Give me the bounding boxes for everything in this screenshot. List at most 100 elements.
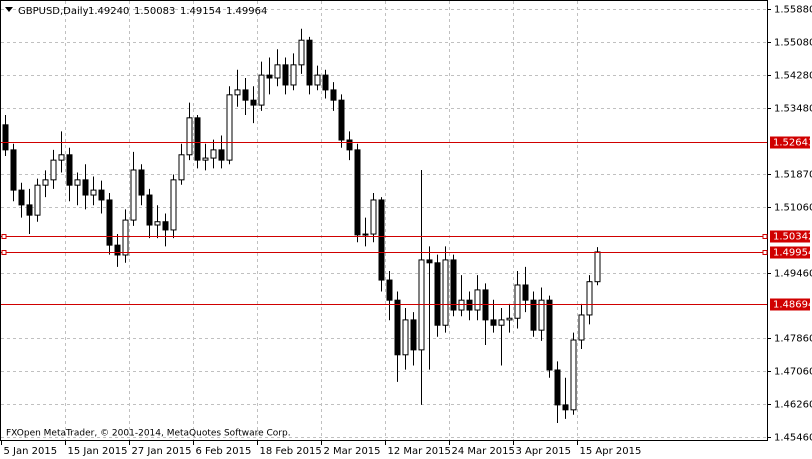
level-handle — [1, 250, 7, 255]
candle-body — [466, 299, 473, 311]
candle-body — [98, 189, 105, 201]
price-level-tag — [770, 136, 810, 149]
y-tick-label: 1.47860 — [774, 334, 812, 345]
candle-body — [426, 259, 433, 264]
x-tick-label: 5 Jan 2015 — [4, 446, 58, 457]
candle-body — [546, 299, 553, 371]
candle-body — [290, 64, 297, 86]
level-handle — [762, 234, 768, 239]
candle-body — [218, 149, 225, 161]
price-level-tag — [770, 246, 810, 259]
candle-body — [66, 154, 73, 186]
candle-body — [386, 279, 393, 301]
candle-body — [186, 117, 193, 156]
y-tick-label: 1.54280 — [774, 71, 812, 82]
candle-body — [362, 233, 369, 236]
candle-body — [194, 117, 201, 161]
level-handle — [1, 234, 7, 239]
candle-body — [242, 89, 249, 101]
y-tick-label: 1.46260 — [774, 400, 812, 411]
candle-body — [114, 244, 121, 256]
candle-body — [58, 154, 65, 161]
candle-body — [130, 169, 137, 221]
x-tick-label: 15 Jan 2015 — [68, 446, 128, 457]
candle-body — [42, 179, 49, 186]
price-level-label: 1.52643 — [773, 138, 812, 149]
candle-body — [514, 284, 521, 319]
candle-body — [594, 251, 601, 283]
x-tick-label: 2 Mar 2015 — [324, 446, 381, 457]
candle-body — [162, 221, 169, 231]
candle-body — [490, 319, 497, 326]
candle-body — [306, 39, 313, 86]
candle-body — [434, 262, 441, 326]
candle-body — [90, 189, 97, 196]
candle-body — [202, 157, 209, 161]
candle-body — [250, 99, 257, 106]
x-tick-label: 12 Mar 2015 — [388, 446, 451, 457]
x-tick-label: 27 Jan 2015 — [132, 446, 192, 457]
candle-body — [322, 74, 329, 91]
candle-body — [338, 99, 345, 141]
candle-body — [170, 179, 177, 231]
price-level-tag — [770, 230, 810, 243]
y-tick-label: 1.51870 — [774, 170, 812, 181]
x-tick-label: 6 Feb 2015 — [196, 446, 252, 457]
x-tick-label: 3 Apr 2015 — [516, 446, 571, 457]
candle-body — [50, 159, 57, 181]
candle-body — [282, 64, 289, 86]
price-level-label: 1.48694 — [773, 300, 812, 311]
candle-body — [554, 369, 561, 406]
candle-body — [10, 149, 17, 191]
candle-body — [234, 89, 241, 96]
candle-body — [34, 184, 41, 216]
candle-body — [26, 204, 33, 216]
candle-body — [226, 94, 233, 161]
candle-body — [138, 169, 145, 196]
x-tick-label: 15 Apr 2015 — [580, 446, 642, 457]
candle-body — [570, 339, 577, 411]
candle-body — [18, 189, 25, 206]
y-tick-label: 1.49460 — [774, 269, 812, 280]
candle-body — [586, 281, 593, 316]
candle-body — [402, 319, 409, 356]
candle-body — [370, 199, 377, 235]
candle-body — [498, 319, 505, 326]
candle-body — [538, 299, 545, 331]
candle-body — [458, 299, 465, 311]
candle-body — [378, 199, 385, 281]
candle-body — [330, 89, 337, 101]
candle-body — [298, 39, 305, 66]
candle-body — [346, 139, 353, 151]
candle-body — [146, 194, 153, 226]
candle-body — [442, 259, 449, 326]
candle-body — [394, 299, 401, 356]
candle-body — [154, 221, 161, 226]
candle-body — [474, 289, 481, 311]
price-level-label: 1.49954 — [773, 248, 812, 259]
candle-body — [410, 319, 417, 351]
x-tick-label: 24 Mar 2015 — [452, 446, 515, 457]
candle-body — [530, 299, 537, 331]
y-tick-label: 1.45460 — [774, 433, 812, 444]
price-level-tag — [770, 298, 810, 311]
copyright: FXOpen MetaTrader, © 2001-2014, MetaQuot… — [6, 429, 291, 439]
candle-body — [122, 219, 129, 256]
x-tick-label: 18 Feb 2015 — [260, 446, 322, 457]
candle-body — [2, 124, 9, 151]
candle-body — [506, 317, 513, 321]
candle-body — [354, 149, 361, 236]
quote: 1.49154 — [180, 6, 221, 17]
candle-body — [210, 149, 217, 159]
price-level-label: 1.50342 — [773, 232, 812, 243]
candle-body — [74, 179, 81, 186]
candle-body — [106, 199, 113, 246]
y-tick-label: 1.55080 — [774, 38, 812, 49]
symbol: GBPUSD,Daily — [18, 6, 89, 17]
candle-body — [82, 179, 89, 196]
candle-body — [578, 314, 585, 341]
candle-body — [266, 74, 273, 79]
level-handle — [762, 250, 768, 255]
y-tick-label: 1.47060 — [774, 367, 812, 378]
